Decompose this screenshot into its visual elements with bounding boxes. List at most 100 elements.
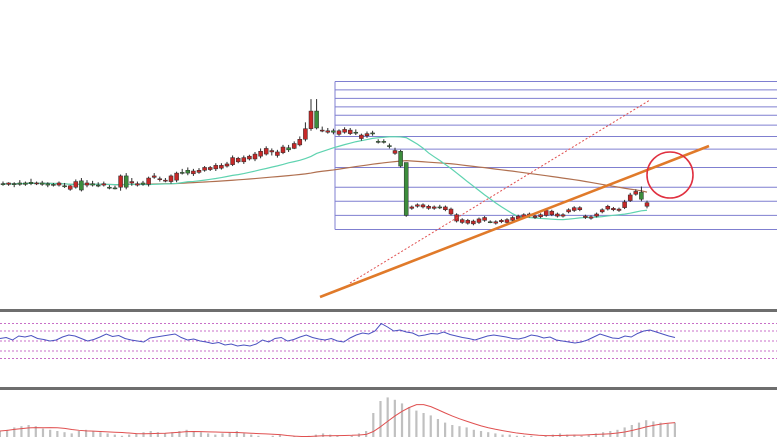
macd-bar-8 [56, 431, 59, 437]
candle-body-90 [504, 219, 510, 223]
candle-body-115 [644, 202, 650, 207]
candle-body-60 [336, 130, 342, 135]
panel-divider-bottom [0, 387, 777, 390]
candle-body-79 [443, 206, 448, 211]
macd-bar-35 [250, 434, 253, 437]
candle-body-55 [308, 110, 314, 129]
candle-body-50 [280, 146, 286, 153]
macd-bar-45 [321, 433, 325, 437]
macd-bar-19 [135, 433, 138, 437]
candle-body-11 [62, 185, 67, 188]
candle-body-91 [510, 217, 515, 221]
candle-body-42 [235, 158, 241, 163]
candle-body-112 [627, 194, 633, 201]
macd-bar-17 [120, 435, 124, 437]
candle-body-15 [84, 182, 90, 186]
macd-bar-26 [185, 429, 188, 437]
macd-bar-3 [20, 426, 23, 437]
candle-body-35 [196, 170, 202, 173]
macd-bar-62 [444, 422, 447, 437]
candle-body-77 [431, 206, 437, 209]
macd-bar-82 [587, 434, 590, 437]
rsi-line [0, 322, 676, 347]
candle-body-5 [28, 182, 34, 184]
candle-body-21 [118, 175, 123, 188]
candle-body-58 [325, 130, 331, 133]
macd-bar-7 [49, 429, 52, 437]
macd-bar-91 [652, 421, 655, 437]
moving-averages [2, 136, 648, 221]
candle-body-29 [163, 179, 168, 182]
macd-bar-58 [415, 410, 418, 437]
candle-body-10 [56, 182, 62, 186]
candle-body-27 [151, 175, 157, 178]
macd-bar-72 [515, 435, 519, 437]
candle-body-73 [409, 206, 415, 209]
candle-body-41 [230, 157, 235, 165]
candle-body-99 [555, 213, 560, 217]
candle-body-100 [560, 214, 566, 217]
candle-body-57 [319, 129, 325, 132]
macd-bar-6 [41, 428, 45, 437]
candle-body-38 [213, 165, 219, 170]
candle-body-12 [67, 185, 73, 190]
candle-body-3 [17, 182, 23, 185]
candle-body-22 [123, 175, 129, 188]
macd-panel [0, 397, 676, 437]
candle-body-88 [493, 221, 499, 224]
macd-bar-57 [408, 407, 411, 437]
macd-bar-80 [573, 434, 576, 437]
candle-body-37 [207, 167, 213, 170]
candle-body-17 [95, 184, 101, 187]
candle-body-2 [11, 183, 17, 185]
candle-body-18 [101, 183, 107, 186]
candle-body-61 [342, 129, 347, 133]
candle-body-96 [538, 214, 543, 218]
candle-body-103 [577, 207, 583, 211]
macd-bar-81 [580, 435, 583, 437]
macd-bar-92 [659, 422, 662, 437]
macd-bar-38 [271, 435, 274, 437]
macd-bar-24 [171, 432, 174, 437]
macd-bar-67 [479, 431, 483, 437]
candle-body-71 [398, 150, 403, 167]
macd-bar-29 [207, 433, 210, 437]
candle-body-56 [314, 110, 319, 129]
macd-bar-71 [508, 434, 511, 437]
macd-bar-11 [77, 431, 80, 437]
candle-body-4 [23, 182, 28, 185]
macd-bar-83 [594, 433, 598, 437]
candle-body-9 [51, 184, 56, 186]
candle-body-36 [202, 167, 207, 171]
candle-body-30 [168, 175, 174, 182]
rsi-panel [0, 322, 777, 359]
candle-body-63 [353, 131, 359, 134]
candle-body-8 [45, 183, 51, 186]
macd-bar-15 [106, 433, 109, 437]
candle-body-52 [291, 143, 297, 149]
candle-body-1 [6, 182, 11, 185]
macd-bar-1 [5, 429, 9, 437]
candle-body-102 [571, 207, 577, 211]
macd-bar-30 [214, 434, 217, 437]
candle-body-13 [73, 181, 79, 188]
candle-body-109 [611, 208, 616, 211]
macd-bar-33 [235, 431, 238, 437]
macd-bar-47 [336, 435, 339, 437]
macd-bar-53 [379, 401, 382, 437]
candle-body-85 [476, 218, 482, 223]
macd-bar-14 [99, 432, 102, 437]
candlesticks [0, 99, 650, 226]
candle-body-95 [532, 215, 538, 218]
candle-body-45 [252, 153, 258, 160]
macd-bar-39 [278, 434, 282, 437]
macd-bar-9 [63, 432, 66, 437]
macd-bar-93 [666, 423, 669, 437]
candle-body-48 [269, 150, 275, 153]
candle-body-49 [275, 151, 280, 156]
candle-body-87 [487, 221, 493, 223]
candle-body-75 [420, 204, 426, 208]
candle-body-19 [107, 186, 112, 189]
candle-body-43 [241, 157, 247, 163]
